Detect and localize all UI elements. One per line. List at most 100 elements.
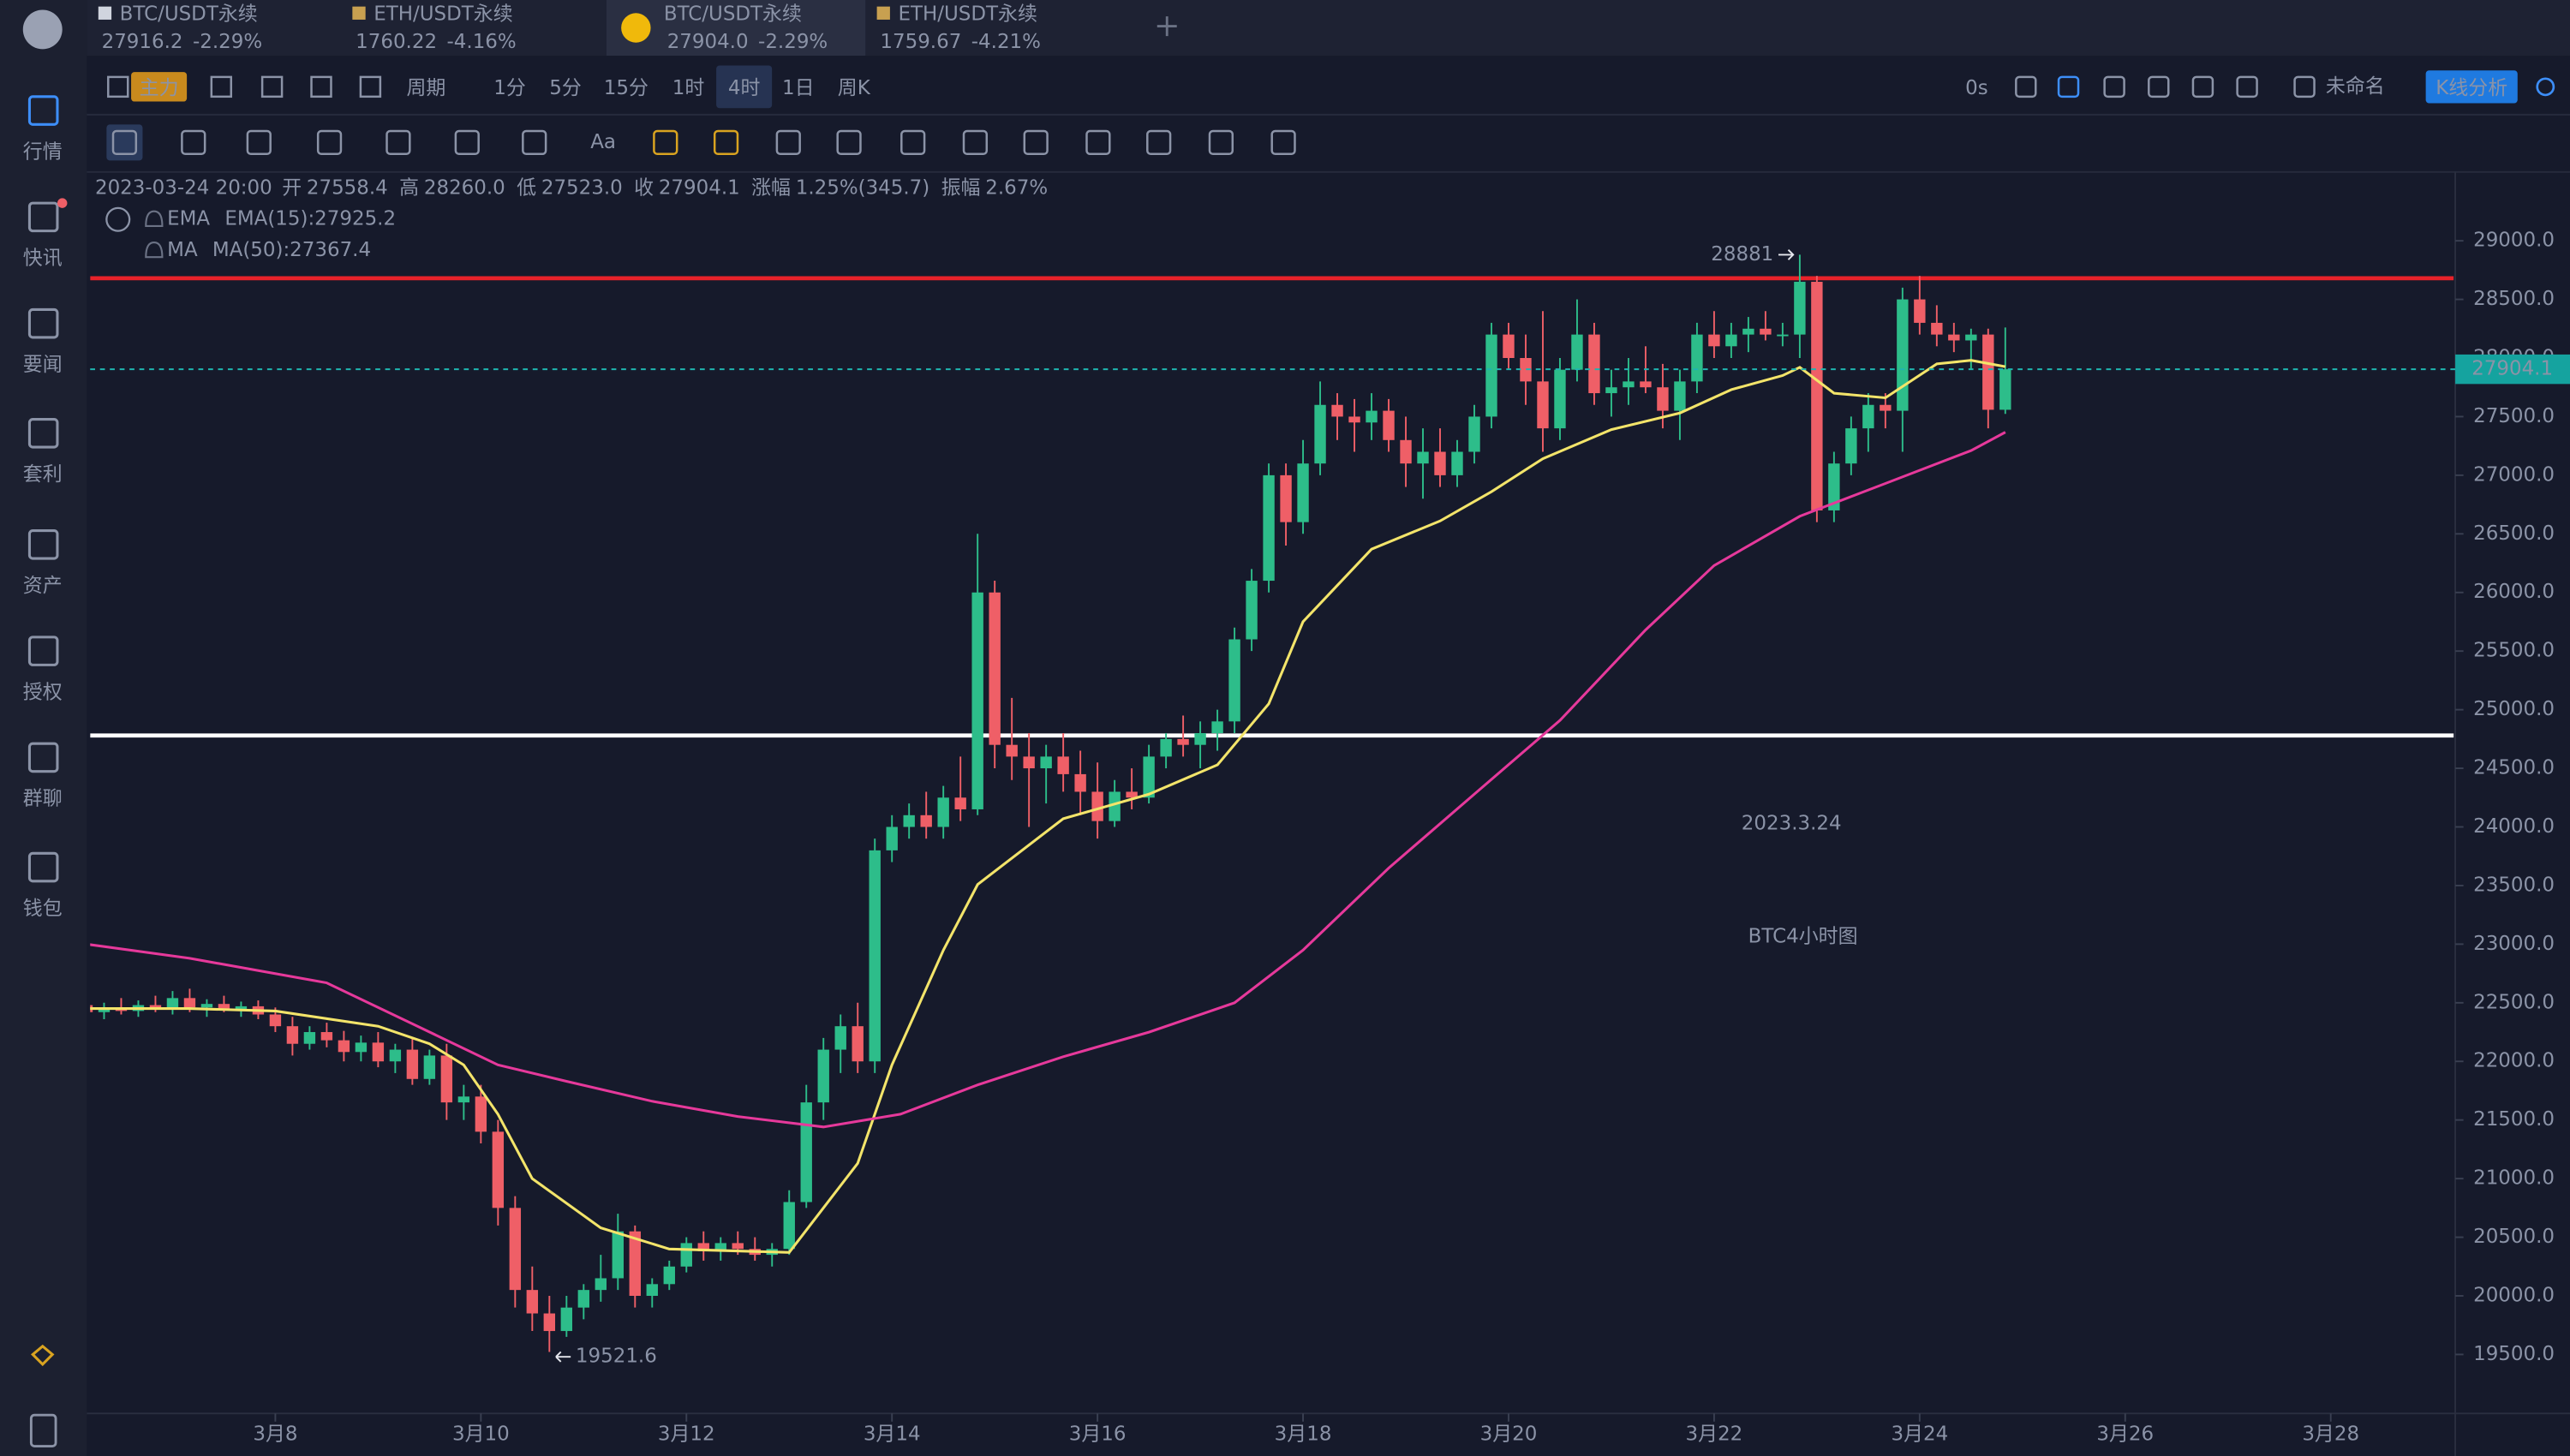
sidebar-icon[interactable] (27, 201, 59, 233)
toolbar-icon[interactable] (359, 75, 382, 98)
toolbar-icon[interactable] (210, 75, 233, 98)
toolbar-icon[interactable] (260, 75, 284, 98)
tab-name[interactable]: ETH/USDT永续 (374, 3, 512, 26)
drawing-tool[interactable] (1208, 129, 1234, 155)
toolbar-icon[interactable] (310, 75, 332, 98)
toolbar-icon[interactable] (2015, 75, 2037, 98)
drawing-tool[interactable] (900, 129, 926, 155)
candle-body (166, 998, 179, 1009)
drawing-tool[interactable] (181, 129, 206, 155)
vip-icon[interactable] (30, 1344, 55, 1367)
legend-value: MA(50):27367.4 (212, 239, 371, 261)
sidebar-label[interactable]: 资产 (23, 575, 63, 597)
y-tick-label: 24000.0 (2473, 815, 2555, 838)
info-label: 振幅 (941, 176, 981, 199)
candle-body (492, 1131, 505, 1208)
sidebar-label[interactable]: 快讯 (23, 248, 63, 270)
toolbar-icon[interactable] (2191, 75, 2214, 98)
interval-button[interactable]: 5分 (549, 77, 582, 99)
main-button-bg[interactable] (131, 72, 188, 102)
toolbar-icon[interactable] (2148, 75, 2170, 98)
period-label[interactable]: 周期 (406, 77, 445, 99)
toolbar-icon[interactable] (2236, 75, 2258, 98)
drawing-tool[interactable] (962, 129, 989, 155)
sidebar-icon[interactable] (27, 95, 59, 126)
interval-button[interactable]: 15分 (604, 77, 648, 99)
candle-body (200, 1004, 213, 1008)
sidebar-icon[interactable] (27, 307, 59, 339)
collapse-icon[interactable] (105, 206, 131, 232)
info-time: 2023-03-24 20:00 (95, 176, 272, 199)
sidebar-label[interactable]: 要闻 (23, 354, 63, 376)
candle-body (338, 1040, 350, 1053)
analysis-button[interactable]: K线分析 (2436, 77, 2507, 99)
legend-value: EMA(15):27925.2 (224, 208, 396, 230)
drawing-tool[interactable] (653, 129, 678, 155)
main-button[interactable]: 主力 (140, 77, 179, 99)
candle-body (1999, 369, 2011, 410)
toolbar-icon[interactable] (107, 75, 129, 98)
drawing-tool[interactable] (246, 129, 272, 155)
logo (22, 9, 63, 50)
share-icon[interactable] (2536, 77, 2555, 97)
candle-body (1708, 334, 1720, 347)
toolbar-icon[interactable] (2103, 75, 2125, 98)
candle-body (1914, 299, 1926, 323)
add-tab[interactable] (1156, 16, 1177, 37)
x-tick-label: 3月14 (864, 1423, 921, 1446)
candle-body (149, 1005, 162, 1009)
drawing-tool[interactable] (1085, 129, 1111, 155)
sidebar-label[interactable]: 群聊 (23, 788, 63, 810)
last-price-label: 27904.1 (2471, 358, 2553, 380)
drawing-tool[interactable] (386, 129, 411, 155)
sidebar-label[interactable]: 行情 (23, 140, 63, 163)
drawing-tool[interactable] (316, 129, 343, 155)
sidebar-icon[interactable] (27, 636, 59, 666)
candle-body (1880, 404, 1892, 411)
tab-name[interactable]: ETH/USDT永续 (898, 3, 1037, 26)
drawing-tool[interactable] (454, 129, 480, 155)
candle-body (680, 1243, 692, 1267)
sidebar-icon[interactable] (27, 742, 59, 773)
sidebar-label[interactable]: 钱包 (23, 898, 63, 920)
tab-bar (0, 0, 2570, 57)
drawing-tool[interactable] (522, 129, 547, 155)
interval-button[interactable]: 周K (838, 77, 871, 99)
interval-button[interactable]: 1时 (672, 77, 705, 99)
active-tool-bg (106, 124, 143, 161)
drawing-tool[interactable] (111, 129, 138, 155)
y-tick-label: 26500.0 (2473, 522, 2555, 545)
x-tick-label: 3月8 (253, 1423, 297, 1446)
candle-body (1948, 334, 1960, 341)
y-tick-label: 24500.0 (2473, 757, 2555, 779)
candle-body (903, 815, 915, 827)
drawing-tool[interactable] (1270, 129, 1296, 155)
sidebar-icon[interactable] (27, 418, 59, 449)
toolbar-icon[interactable] (2293, 75, 2316, 98)
text-tool[interactable]: Aa (590, 131, 616, 153)
candle-body (1143, 756, 1155, 798)
layout-name[interactable]: 未命名 (2326, 75, 2385, 98)
info-label: 开 (282, 176, 302, 199)
drawing-tool[interactable] (1023, 129, 1049, 155)
interval-button[interactable]: 1日 (782, 77, 815, 99)
toolbar-icon[interactable] (2057, 75, 2080, 98)
y-tick-label: 19500.0 (2473, 1343, 2555, 1365)
tab-name[interactable]: BTC/USDT永续 (120, 3, 258, 26)
drawing-tool[interactable] (775, 129, 801, 155)
candle-body (1451, 451, 1463, 475)
drawing-tool[interactable] (713, 129, 739, 155)
sidebar-label[interactable]: 套利 (23, 463, 63, 486)
interval-button[interactable]: 4时 (728, 77, 761, 99)
sidebar-label[interactable]: 授权 (23, 681, 63, 703)
interval-button[interactable]: 1分 (493, 77, 526, 99)
drawing-tool[interactable] (1146, 129, 1172, 155)
sidebar-icon[interactable] (27, 851, 59, 883)
analysis-button-bg[interactable] (2425, 70, 2518, 104)
candle-body (1640, 381, 1652, 388)
candle-body (1777, 334, 1789, 337)
device-icon[interactable] (29, 1413, 57, 1447)
tab-name[interactable]: BTC/USDT永续 (664, 3, 802, 26)
sidebar-icon[interactable] (27, 529, 59, 560)
drawing-tool[interactable] (836, 129, 862, 155)
